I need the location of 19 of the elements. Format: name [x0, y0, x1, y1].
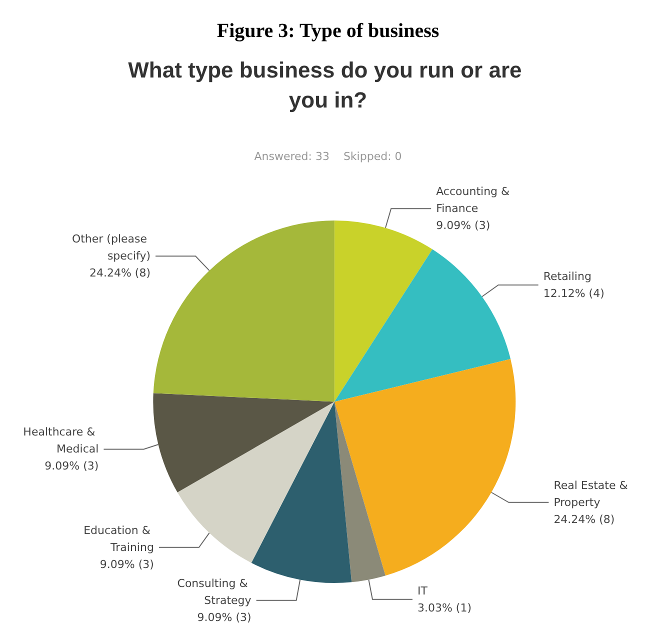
slice-label: Retailing [543, 270, 592, 284]
data-label: 24.24% (8) [554, 512, 615, 526]
slice-label: Accounting & Finance [436, 185, 514, 216]
data-label: 12.12% (4) [543, 287, 604, 300]
slice-label: IT [417, 584, 428, 598]
chart-title: Figure 3: Type of business [216, 20, 440, 42]
slice-label: Education & Training [84, 524, 154, 554]
data-label: 9.09% (3) [436, 219, 490, 232]
slice-label: Real Estate & Property [554, 478, 632, 509]
data-label: 3.03% (1) [417, 601, 472, 614]
slice-label: Other (please specify) [72, 232, 151, 263]
slice-label: Consulting & Strategy [177, 576, 252, 607]
slice-label: Healthcare & Medical [23, 426, 99, 456]
data-label: 9.09% (3) [44, 460, 99, 473]
data-label: 9.09% (3) [197, 610, 252, 624]
text: Answered: 33 Skipped: 0 [254, 150, 402, 163]
chart-subtitle: What type business do you run or are you in? [128, 58, 528, 112]
data-label: 9.09% (3) [100, 558, 154, 571]
data-label: 24.24% (8) [89, 266, 151, 280]
